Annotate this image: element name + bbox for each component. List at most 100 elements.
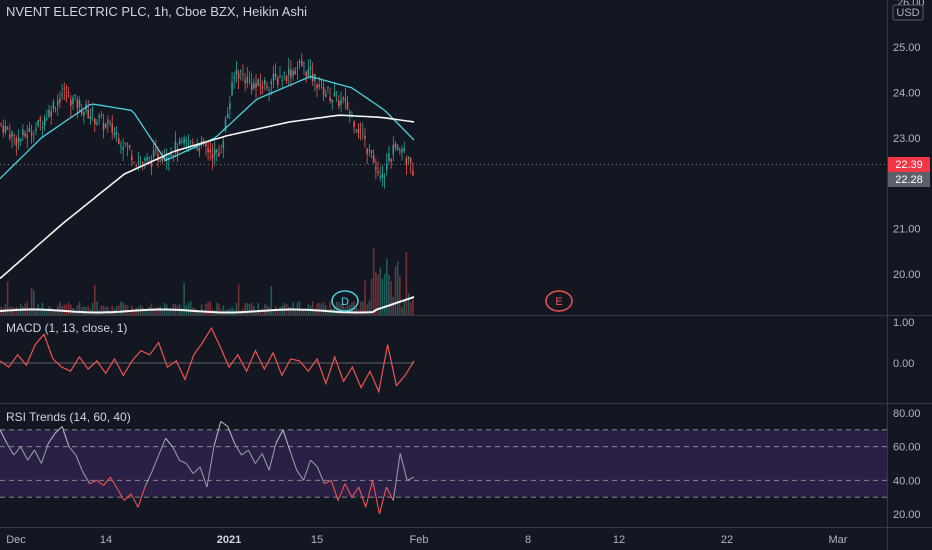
candle-body <box>63 88 66 90</box>
volume-bar <box>26 301 28 315</box>
candle-body <box>148 156 151 159</box>
rsi-segment <box>372 480 381 515</box>
volume-bar <box>340 303 342 315</box>
rsi-segment <box>6 443 15 456</box>
candle-body <box>329 96 331 102</box>
rsi-segment <box>241 449 249 456</box>
candle-body <box>183 138 185 144</box>
volume-bar <box>43 310 46 315</box>
volume-bar <box>94 285 96 315</box>
chart-title[interactable]: NVENT ELECTRIC PLC, 1h, Cboe BZX, Heikin… <box>6 4 308 19</box>
volume-bar <box>78 302 81 315</box>
volume-bar <box>401 307 403 315</box>
candle-body <box>159 161 161 162</box>
volume-bar <box>368 300 371 315</box>
candle-body <box>41 127 44 128</box>
rsi-segment <box>158 438 167 456</box>
candle-body <box>155 149 157 151</box>
candle-body <box>346 101 349 110</box>
rsi-segment <box>116 488 125 501</box>
price-tick-label: 20.00 <box>893 269 921 281</box>
rsi-segment <box>96 479 104 486</box>
candle-body <box>200 140 203 143</box>
volume-bar <box>161 308 164 315</box>
time-tick-label: 15 <box>311 534 323 546</box>
earnings-marker[interactable]: E <box>545 290 573 312</box>
candle-body <box>115 132 118 135</box>
macd-tick-label: 1.00 <box>893 317 914 329</box>
candle-body <box>128 145 131 148</box>
candle-body <box>281 79 283 81</box>
candle-body <box>233 76 235 79</box>
candle-body <box>396 146 399 151</box>
rsi-segment <box>247 449 256 464</box>
candle-body <box>348 111 351 114</box>
candle-body <box>100 114 103 116</box>
price-pane[interactable] <box>0 53 887 280</box>
volume-bar <box>346 302 349 315</box>
rsi-segment <box>392 453 401 501</box>
candle-body <box>344 98 347 101</box>
rsi-segment <box>151 454 160 473</box>
rsi-segment <box>68 446 77 456</box>
candle-body <box>26 134 28 138</box>
rsi-pane[interactable] <box>0 420 887 515</box>
dividend-marker[interactable]: D <box>331 290 359 312</box>
candle-body <box>39 118 42 121</box>
candle-body <box>303 63 305 65</box>
candle-body <box>133 162 135 164</box>
rsi-segment <box>165 437 173 448</box>
candle-body <box>104 123 107 128</box>
volume-bar <box>54 310 57 315</box>
rsi-band <box>0 429 887 498</box>
volume-bar <box>383 273 386 315</box>
candle-body <box>22 129 24 136</box>
volume-bar <box>246 303 249 315</box>
rsi-segment <box>20 446 29 461</box>
candle-body <box>253 83 255 89</box>
candle-body <box>392 144 395 155</box>
volume-bar <box>290 307 292 315</box>
candle-body <box>259 84 262 87</box>
candle-body <box>285 76 288 82</box>
volume-bar <box>22 306 24 315</box>
volume-bar <box>272 310 275 315</box>
volume-bar <box>277 309 279 315</box>
candle-body <box>318 84 320 87</box>
candle-body <box>17 137 20 143</box>
price-tick-label: 21.00 <box>893 224 921 236</box>
candle-body <box>294 70 297 75</box>
volume-bar <box>67 302 70 315</box>
volume-bar <box>146 310 148 315</box>
candle-body <box>15 137 18 146</box>
currency-tag[interactable]: USD <box>892 4 924 21</box>
volume-bar <box>96 301 98 315</box>
candle-body <box>283 72 286 74</box>
macd-tick-label: 0.00 <box>893 358 914 370</box>
time-tick-label: 14 <box>100 534 112 546</box>
rsi-segment <box>82 471 91 484</box>
macd-pane[interactable] <box>0 326 415 394</box>
candle-body <box>342 97 344 100</box>
candle-body <box>50 111 52 117</box>
rsi-segment <box>130 493 139 508</box>
rsi-segment <box>47 432 56 444</box>
rsi-label[interactable]: RSI Trends (14, 60, 40) <box>6 410 131 424</box>
volume-bar <box>303 308 305 315</box>
candle-body <box>305 71 307 77</box>
volume-bar <box>80 306 83 315</box>
volume-bar <box>396 261 399 315</box>
candle-body <box>80 109 83 114</box>
macd-label[interactable]: MACD (1, 13, close, 1) <box>6 321 128 335</box>
rsi-tick-label: 80.00 <box>893 408 921 420</box>
volume-bar <box>100 305 103 315</box>
volume-bar <box>244 303 246 315</box>
volume-bar <box>255 310 257 315</box>
volume-bar <box>403 300 405 315</box>
candle-body <box>335 91 338 93</box>
price-tick-label: 24.00 <box>893 87 921 99</box>
volume-bar <box>33 290 35 315</box>
candle-body <box>6 127 9 130</box>
price-tick-label: 25.00 <box>893 42 921 54</box>
